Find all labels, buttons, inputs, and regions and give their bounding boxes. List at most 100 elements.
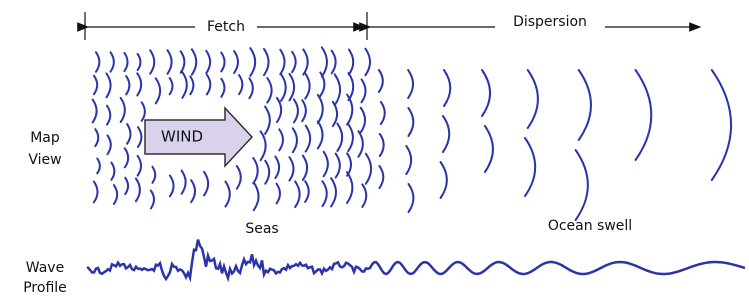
- crest: [221, 79, 224, 97]
- crest: [324, 152, 328, 177]
- crest: [111, 163, 114, 180]
- crest: [125, 178, 128, 194]
- crest: [358, 131, 362, 157]
- crest: [254, 183, 259, 211]
- crest: [444, 70, 450, 106]
- crest: [277, 184, 280, 204]
- crest: [142, 102, 145, 121]
- diagram: Fetch Dispersion Map View WIND Seas Ocea…: [0, 0, 749, 300]
- crest: [265, 161, 269, 184]
- crest: [275, 157, 279, 179]
- crest: [408, 70, 413, 98]
- crest: [234, 51, 238, 73]
- seas-label: Seas: [245, 221, 278, 237]
- crest: [289, 157, 293, 180]
- crest: [279, 129, 283, 150]
- crest: [97, 159, 100, 174]
- crest: [207, 75, 210, 95]
- crest: [293, 128, 297, 152]
- crest: [124, 53, 127, 71]
- crest: [204, 172, 208, 196]
- wave-profile: [88, 240, 744, 279]
- crest: [261, 131, 266, 160]
- wave-profile-label: Profile: [23, 280, 67, 296]
- crest: [318, 121, 323, 148]
- crest: [107, 106, 110, 125]
- crest: [151, 190, 154, 208]
- crest: [136, 179, 140, 202]
- crest: [237, 166, 241, 189]
- crest: [347, 95, 352, 125]
- crest: [225, 182, 229, 207]
- crest: [380, 134, 384, 156]
- crest: [192, 49, 196, 74]
- ocean-swell-label: Ocean swell: [548, 218, 632, 234]
- crest: [303, 49, 307, 74]
- crest: [336, 154, 340, 178]
- crest: [253, 158, 257, 183]
- crest: [302, 100, 306, 121]
- crest: [280, 50, 284, 75]
- crest: [292, 52, 296, 72]
- crest: [121, 98, 125, 122]
- crest: [265, 107, 270, 134]
- crest: [110, 52, 113, 71]
- crest: [332, 51, 336, 74]
- crest: [267, 78, 271, 103]
- crest: [362, 184, 366, 207]
- crest: [337, 124, 342, 151]
- crest: [408, 108, 413, 136]
- crest: [525, 138, 535, 196]
- crest: [96, 52, 99, 72]
- map-view-label: Map: [30, 130, 60, 146]
- crest: [127, 124, 130, 144]
- crest: [239, 75, 242, 94]
- crest: [379, 70, 383, 92]
- crest: [365, 49, 370, 76]
- crest: [94, 76, 97, 94]
- crest: [281, 74, 286, 101]
- crest: [333, 102, 337, 126]
- wind-label: WIND: [161, 128, 203, 146]
- crest: [138, 54, 141, 70]
- crest: [409, 184, 414, 212]
- crest: [106, 73, 110, 97]
- crest: [156, 78, 160, 103]
- crest: [305, 73, 309, 98]
- crest: [249, 78, 252, 98]
- crest: [170, 78, 173, 94]
- crest: [294, 99, 298, 122]
- crest: [181, 51, 185, 72]
- crest: [362, 79, 366, 102]
- crest: [322, 181, 326, 206]
- crest: [126, 76, 129, 94]
- crest: [579, 70, 591, 140]
- crest: [576, 150, 588, 220]
- crest: [182, 171, 186, 194]
- crest: [443, 116, 449, 152]
- fetch-dimension: [85, 12, 700, 40]
- crest: [485, 126, 493, 172]
- crest: [125, 148, 128, 167]
- crest: [95, 129, 98, 146]
- crest: [322, 47, 327, 76]
- crest: [636, 70, 652, 160]
- crest: [318, 95, 323, 123]
- crest: [347, 172, 352, 203]
- wave-profile-label: Wave: [26, 260, 64, 276]
- dispersion-label: Dispersion: [513, 14, 587, 30]
- crest: [441, 162, 447, 198]
- crest: [306, 126, 311, 152]
- crest: [361, 108, 365, 133]
- crest: [482, 70, 490, 116]
- crest: [93, 100, 97, 123]
- crest: [289, 74, 294, 101]
- crest: [335, 74, 340, 105]
- crest: [190, 76, 193, 94]
- crest: [303, 156, 307, 180]
- crest: [138, 156, 141, 176]
- crest: [167, 50, 171, 74]
- crest: [381, 102, 385, 124]
- crest: [138, 127, 141, 147]
- crest: [366, 154, 371, 184]
